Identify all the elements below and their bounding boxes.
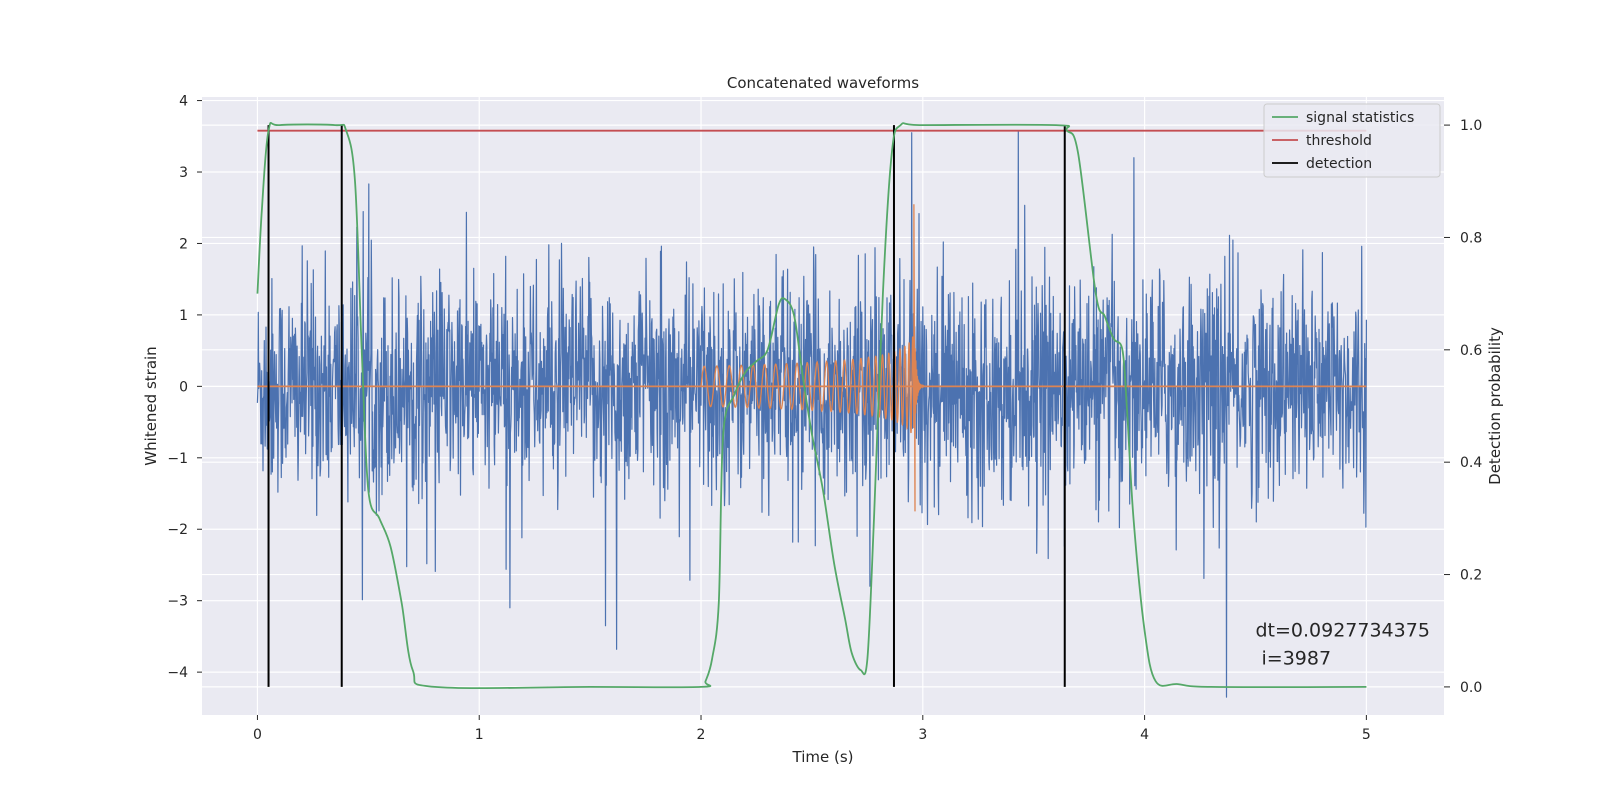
legend: signal statistics threshold detection (1263, 103, 1441, 178)
signal-statistics-series (256, 122, 1367, 690)
y-tick-label: −3 (167, 594, 188, 610)
detection-series (267, 125, 1066, 687)
signal-statistics-line (256, 122, 1367, 690)
y2-tick-label: 1.0 (1460, 118, 1482, 134)
x-tick-label: 2 (697, 727, 706, 743)
y-tick-label: −4 (167, 665, 188, 681)
injection-series (257, 204, 1367, 512)
x-tick-label: 5 (1362, 727, 1371, 743)
y2-tick-label: 0.8 (1460, 230, 1482, 246)
y2-tick-label: 0.4 (1460, 455, 1482, 471)
y-tick-label: 0 (179, 379, 188, 395)
annotation-index: i=3987 (1255, 647, 1331, 669)
x-tick-label: 0 (253, 727, 262, 743)
y-tick-label: −2 (167, 522, 188, 538)
y-axis-label: Whitened strain (142, 346, 160, 465)
legend-frame (1263, 103, 1441, 178)
x-axis-label: Time (s) (792, 748, 854, 766)
annotation: dt=0.0927734375 i=3987 (1255, 619, 1429, 669)
legend-label-detection: detection (1306, 156, 1372, 172)
legend-label-threshold: threshold (1306, 133, 1372, 149)
y-tick-label: −1 (167, 451, 188, 467)
x-axis: 0 1 2 3 4 5 (253, 715, 1371, 743)
legend-label-signal-statistics: signal statistics (1306, 110, 1414, 126)
y-axis-left: 4 3 2 1 0 −1 −2 −3 −4 (167, 94, 202, 681)
injection-chirp (700, 204, 925, 512)
x-tick-label: 3 (918, 727, 927, 743)
y2-tick-label: 0.6 (1460, 343, 1482, 359)
y2-tick-label: 0.2 (1460, 568, 1482, 584)
x-tick-label: 1 (475, 727, 484, 743)
y-tick-label: 2 (179, 236, 188, 252)
y2-tick-label: 0.0 (1460, 680, 1482, 696)
noise-line (256, 130, 1367, 698)
noise-series (256, 130, 1367, 698)
y-axis-right: 1.0 0.8 0.6 0.4 0.2 0.0 (1444, 118, 1482, 696)
x-tick-label: 4 (1140, 727, 1149, 743)
chart-title: Concatenated waveforms (727, 74, 919, 92)
y-tick-label: 3 (179, 165, 188, 181)
y-tick-label: 4 (179, 94, 188, 110)
annotation-dt: dt=0.0927734375 (1255, 619, 1429, 641)
y2-axis-label: Detection probability (1486, 327, 1504, 485)
y-tick-label: 1 (179, 308, 188, 324)
